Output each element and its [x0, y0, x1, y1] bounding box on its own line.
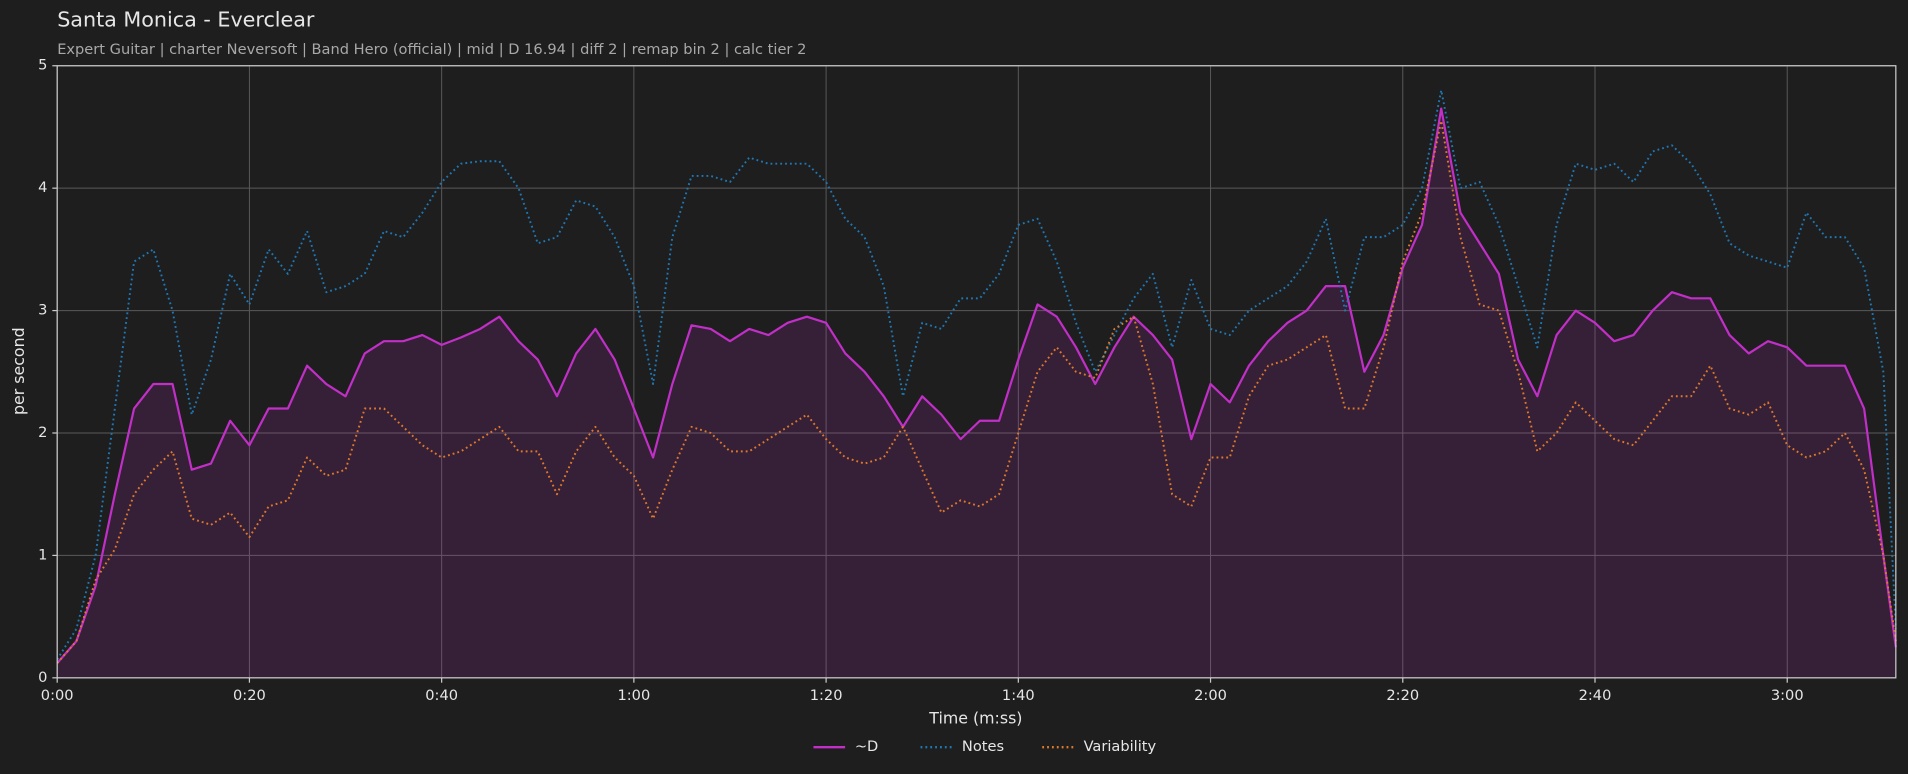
y-tick-label: 5	[38, 57, 47, 74]
x-tick-label: 1:00	[617, 687, 650, 704]
y-tick-label: 3	[38, 302, 47, 319]
y-tick-label: 0	[38, 669, 47, 686]
x-tick-label: 2:00	[1194, 687, 1227, 704]
x-tick-label: 2:40	[1579, 687, 1612, 704]
x-axis-label: Time (m:ss)	[928, 709, 1022, 728]
x-tick-label: 0:40	[425, 687, 458, 704]
plot-frame	[56, 65, 1897, 679]
x-tick-label: 3:00	[1771, 687, 1804, 704]
line-series	[56, 107, 1897, 664]
x-tick-label: 0:20	[233, 687, 266, 704]
legend-label: Notes	[962, 738, 1004, 755]
chart-title: Santa Monica - Everclear	[57, 8, 315, 32]
x-tick-label: 1:40	[1002, 687, 1035, 704]
area-fill	[57, 108, 1896, 678]
y-axis-label: per second	[9, 327, 28, 415]
chart-subtitle: Expert Guitar | charter Neversoft | Band…	[57, 41, 806, 58]
x-tick-label: 1:20	[810, 687, 843, 704]
line-series	[56, 119, 1897, 664]
y-tick-label: 4	[38, 179, 47, 196]
y-tick-label: 2	[38, 424, 47, 441]
y-tick-label: 1	[38, 546, 47, 563]
x-tick-label: 0:00	[41, 687, 74, 704]
x-tick-label: 2:20	[1386, 687, 1419, 704]
legend-label: Variability	[1084, 738, 1157, 755]
legend-label: ~D	[855, 738, 878, 755]
